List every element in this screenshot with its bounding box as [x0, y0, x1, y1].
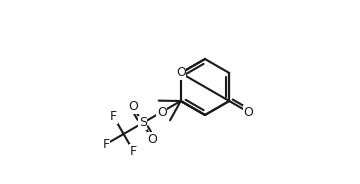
Text: O: O [243, 105, 253, 118]
Text: O: O [157, 105, 167, 118]
Text: F: F [130, 145, 137, 158]
Text: O: O [176, 66, 186, 79]
Text: O: O [128, 100, 138, 113]
Text: F: F [103, 137, 110, 151]
Text: S: S [139, 116, 147, 130]
Text: O: O [147, 133, 157, 146]
Text: F: F [110, 110, 117, 123]
